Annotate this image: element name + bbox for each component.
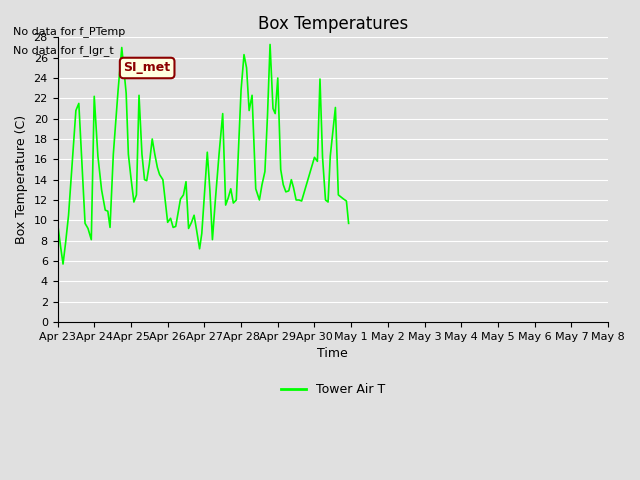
Text: No data for f_PTemp: No data for f_PTemp (13, 25, 125, 36)
Y-axis label: Box Temperature (C): Box Temperature (C) (15, 115, 28, 244)
Title: Box Temperatures: Box Temperatures (258, 15, 408, 33)
Text: SI_met: SI_met (124, 61, 171, 74)
X-axis label: Time: Time (317, 347, 348, 360)
Legend: Tower Air T: Tower Air T (276, 378, 390, 401)
Text: No data for f_lgr_t: No data for f_lgr_t (13, 45, 113, 56)
